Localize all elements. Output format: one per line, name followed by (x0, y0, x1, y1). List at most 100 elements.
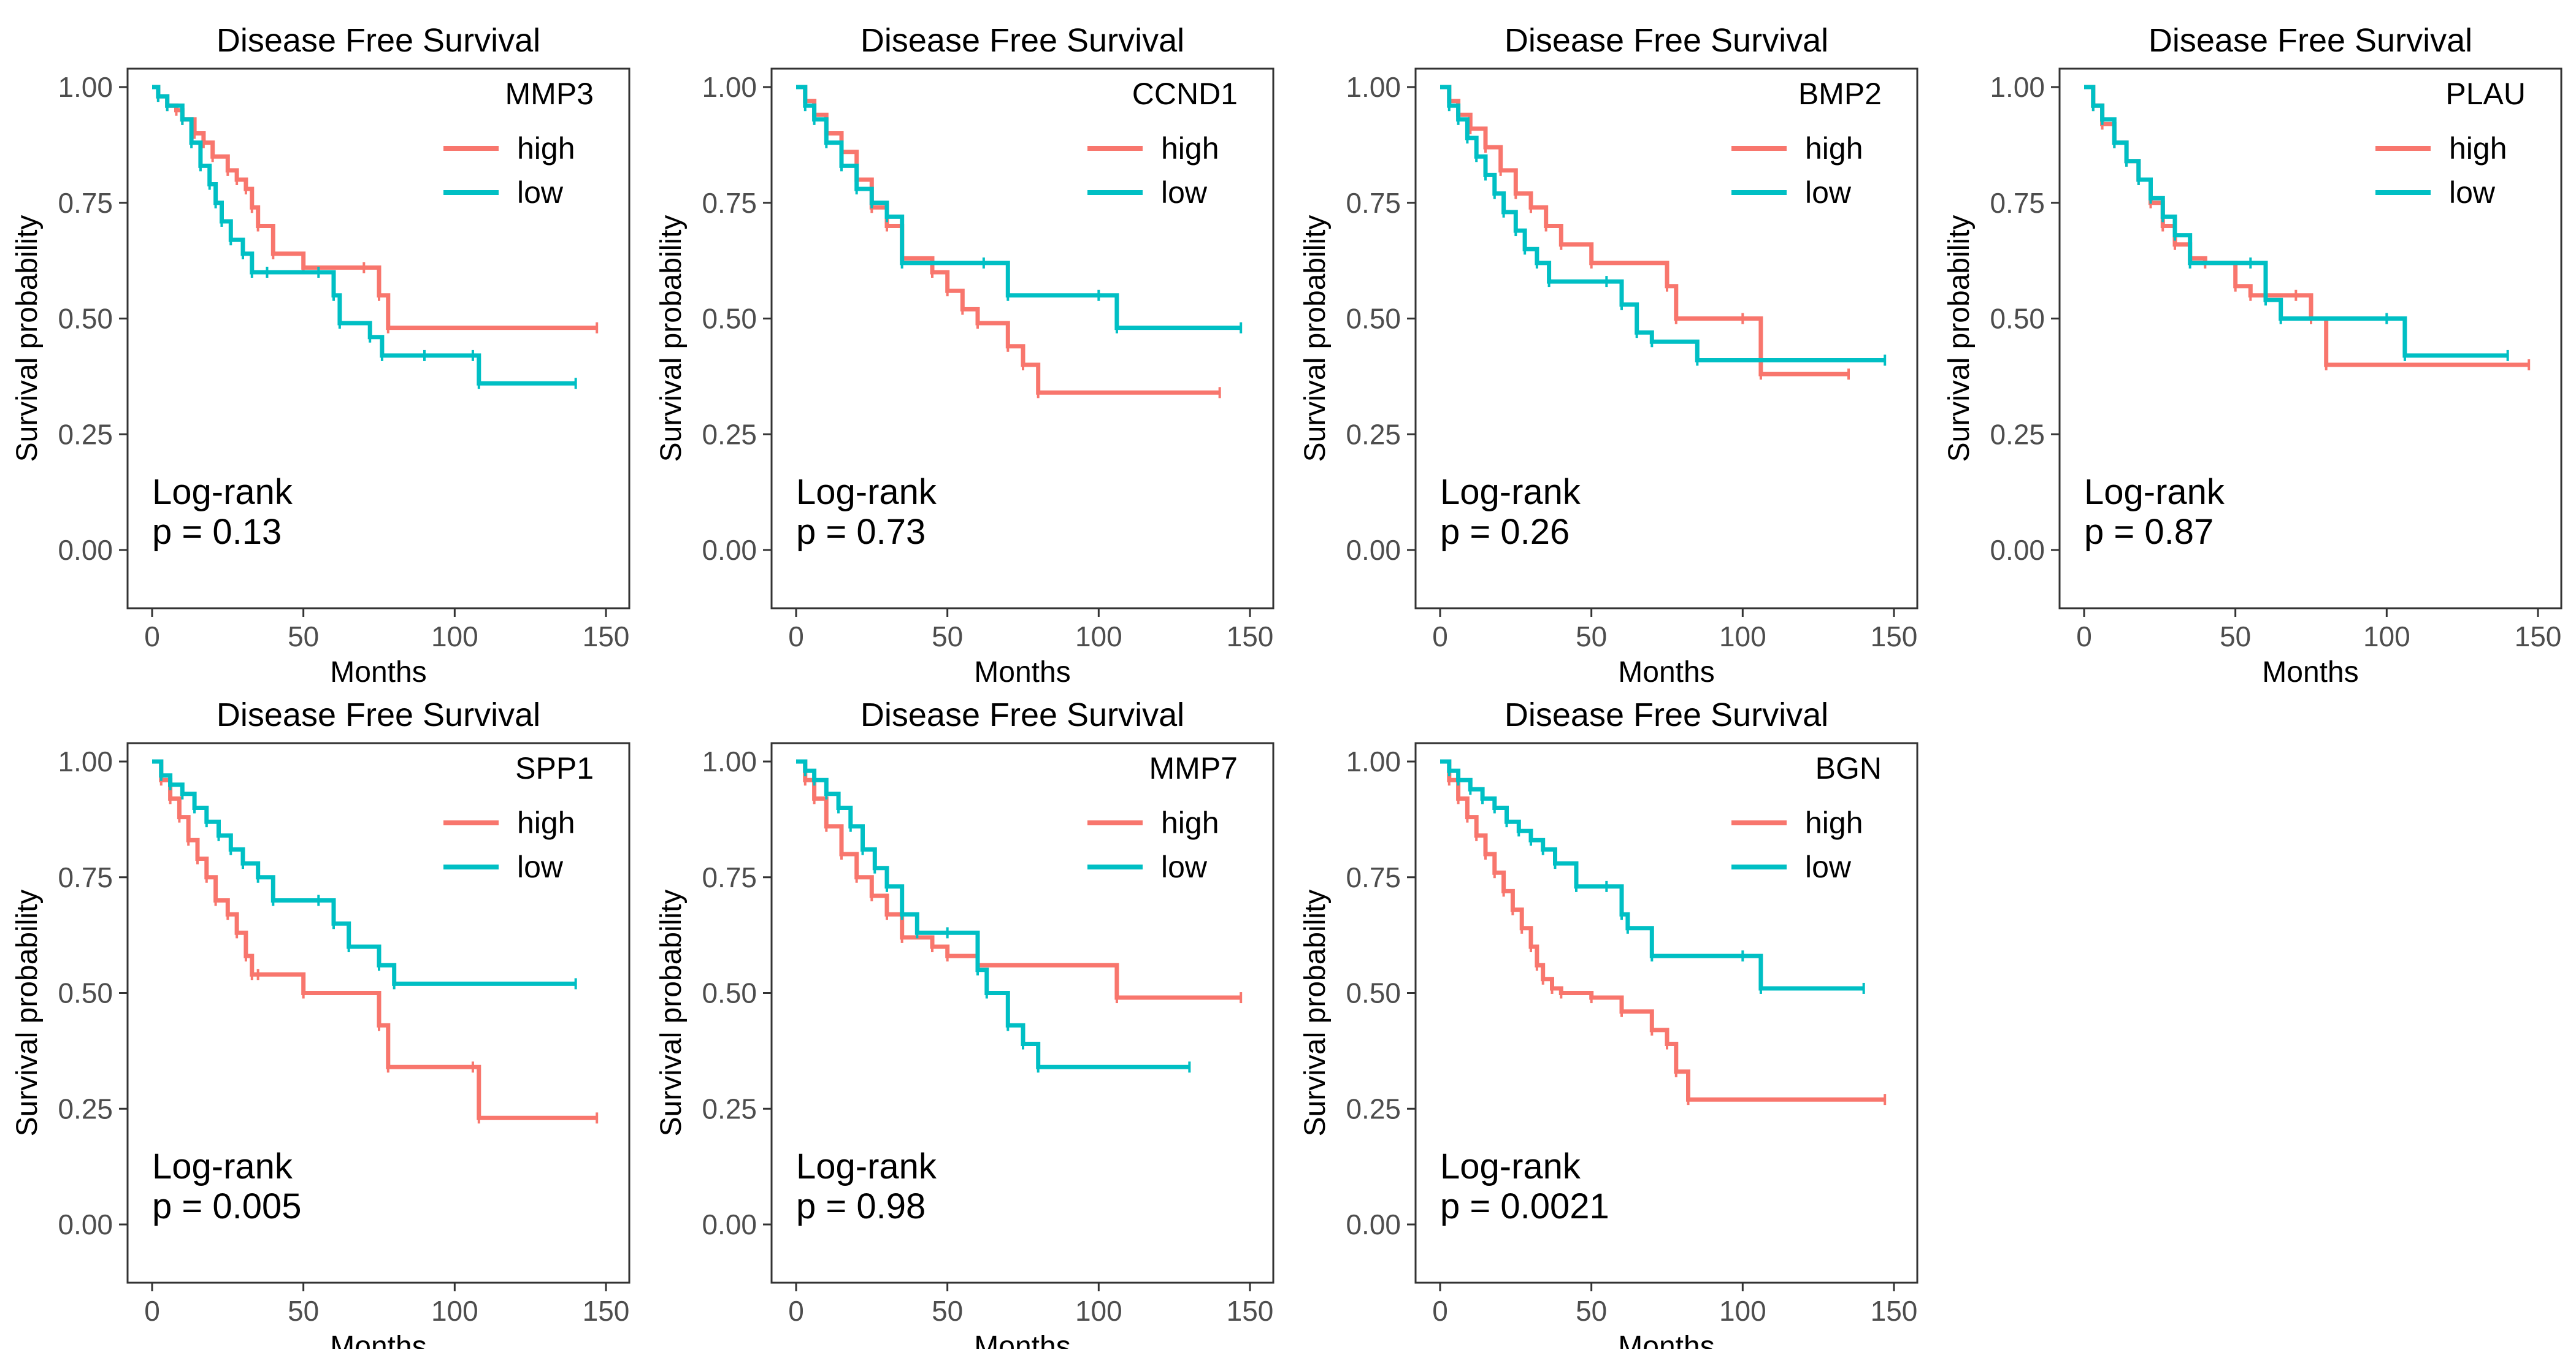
p-value-label: p = 0.98 (796, 1186, 926, 1226)
x-tick-label: 0 (144, 1295, 160, 1327)
y-tick-label: 0.25 (58, 1093, 113, 1125)
y-tick-label: 0.50 (702, 977, 757, 1009)
y-tick-label: 0.75 (702, 861, 757, 893)
y-tick-label: 0.50 (58, 977, 113, 1009)
p-value-label: p = 0.005 (152, 1186, 302, 1226)
km-curve-high (152, 759, 597, 1120)
chart-title: Disease Free Survival (861, 22, 1184, 59)
legend-label-high: high (1161, 131, 1219, 166)
chart-title: Disease Free Survival (217, 22, 540, 59)
legend-title: MMP3 (505, 77, 594, 111)
y-tick-label: 0.25 (1990, 418, 2045, 450)
x-tick-label: 150 (1871, 621, 1918, 652)
logrank-label: Log-rank (1440, 1147, 1581, 1186)
y-tick-label: 0.25 (1346, 1093, 1401, 1125)
x-tick-label: 150 (1871, 1295, 1918, 1327)
plot-frame (126, 67, 631, 609)
p-value-label: p = 0.13 (152, 512, 282, 552)
y-tick-label: 0.00 (1346, 534, 1401, 566)
x-tick-label: 0 (1432, 621, 1448, 652)
legend-label-high: high (2449, 131, 2507, 166)
y-tick-label: 0.25 (702, 418, 757, 450)
p-value-label: p = 0.73 (796, 512, 926, 552)
y-tick-label: 0.00 (702, 1209, 757, 1240)
x-tick-label: 50 (2220, 621, 2251, 652)
y-tick-label: 0.75 (58, 187, 113, 219)
logrank-label: Log-rank (152, 472, 293, 512)
km-curve-low (152, 85, 576, 386)
y-axis-label: Survival probability (655, 890, 688, 1137)
x-tick-label: 50 (288, 1295, 319, 1327)
km-curve-low (1440, 85, 1885, 362)
x-axis-label: Months (1618, 1331, 1714, 1349)
x-tick-label: 150 (2515, 621, 2562, 652)
km-panel-plau: Disease Free Survival 0.00 0.25 0.50 0.75 1.0… (1943, 22, 2563, 689)
y-tick-label: 0.00 (1990, 534, 2045, 566)
logrank-label: Log-rank (796, 1147, 937, 1186)
p-value-label: p = 0.87 (2084, 512, 2214, 552)
x-tick-label: 150 (583, 621, 630, 652)
km-panel-spp1: Disease Free Survival 0.00 0.25 0.50 0.75 1.0… (11, 697, 631, 1352)
logrank-label: Log-rank (1440, 472, 1581, 512)
x-tick-label: 100 (1075, 621, 1122, 652)
y-tick-label: 0.75 (1346, 861, 1401, 893)
p-value-label: p = 0.26 (1440, 512, 1570, 552)
y-tick-label: 0.25 (1346, 418, 1401, 450)
y-tick-label: 0.00 (58, 534, 113, 566)
plot-frame (1414, 742, 1919, 1284)
legend-title: BMP2 (1798, 77, 1882, 111)
x-tick-label: 50 (932, 1295, 963, 1327)
y-tick-label: 1.00 (1990, 71, 2045, 103)
plot-frame (770, 742, 1275, 1284)
legend-label-high: high (517, 806, 575, 840)
x-tick-label: 100 (1719, 1295, 1766, 1327)
km-curve-low (152, 759, 576, 986)
legend-label-high: high (1161, 806, 1219, 840)
legend-title: MMP7 (1149, 751, 1238, 785)
y-tick-label: 0.75 (702, 187, 757, 219)
x-axis-label: Months (330, 656, 426, 689)
y-axis-label: Survival probability (11, 890, 44, 1137)
logrank-label: Log-rank (2084, 472, 2225, 512)
x-tick-label: 0 (788, 1295, 804, 1327)
km-panel-ccnd1: Disease Free Survival 0.00 0.25 0.50 0.75 1.0… (655, 22, 1275, 689)
x-tick-label: 150 (1227, 621, 1274, 652)
x-axis-label: Months (2262, 656, 2358, 689)
km-panel-mmp3: Disease Free Survival 0.00 0.25 0.50 0.75 1.0… (11, 22, 631, 689)
km-panel-bmp2: Disease Free Survival 0.00 0.25 0.50 0.75 1.0… (1299, 22, 1919, 689)
logrank-label: Log-rank (796, 472, 937, 512)
plot-frame (770, 67, 1275, 609)
y-axis-label: Survival probability (1943, 215, 1976, 462)
legend-label-low: low (1805, 850, 1852, 884)
x-tick-label: 150 (1227, 1295, 1274, 1327)
x-tick-label: 50 (932, 621, 963, 652)
y-tick-label: 1.00 (58, 746, 113, 777)
legend-label-low: low (1161, 850, 1208, 884)
km-curve-low (796, 759, 1190, 1069)
legend-title: CCND1 (1132, 77, 1238, 111)
x-axis-label: Months (974, 1331, 1070, 1349)
y-axis-label: Survival probability (655, 215, 688, 462)
y-tick-label: 0.00 (1346, 1209, 1401, 1240)
chart-title: Disease Free Survival (861, 697, 1184, 733)
plot-frame (126, 742, 631, 1284)
y-tick-label: 0.25 (702, 1093, 757, 1125)
y-tick-label: 1.00 (702, 71, 757, 103)
km-panel-bgn: Disease Free Survival 0.00 0.25 0.50 0.75 1.0… (1299, 697, 1919, 1352)
y-tick-label: 1.00 (702, 746, 757, 777)
x-tick-label: 100 (1075, 1295, 1122, 1327)
x-tick-label: 100 (1719, 621, 1766, 652)
y-tick-label: 0.50 (702, 303, 757, 335)
legend-label-low: low (517, 175, 564, 210)
x-tick-label: 0 (144, 621, 160, 652)
plot-frame (1414, 67, 1919, 609)
y-tick-label: 1.00 (58, 71, 113, 103)
x-tick-label: 100 (431, 1295, 478, 1327)
plot-frame (2058, 67, 2563, 609)
km-curve-low (2084, 85, 2508, 358)
chart-title: Disease Free Survival (1505, 22, 1828, 59)
x-axis-label: Months (1618, 656, 1714, 689)
legend-label-low: low (1805, 175, 1852, 210)
y-tick-label: 0.25 (58, 418, 113, 450)
